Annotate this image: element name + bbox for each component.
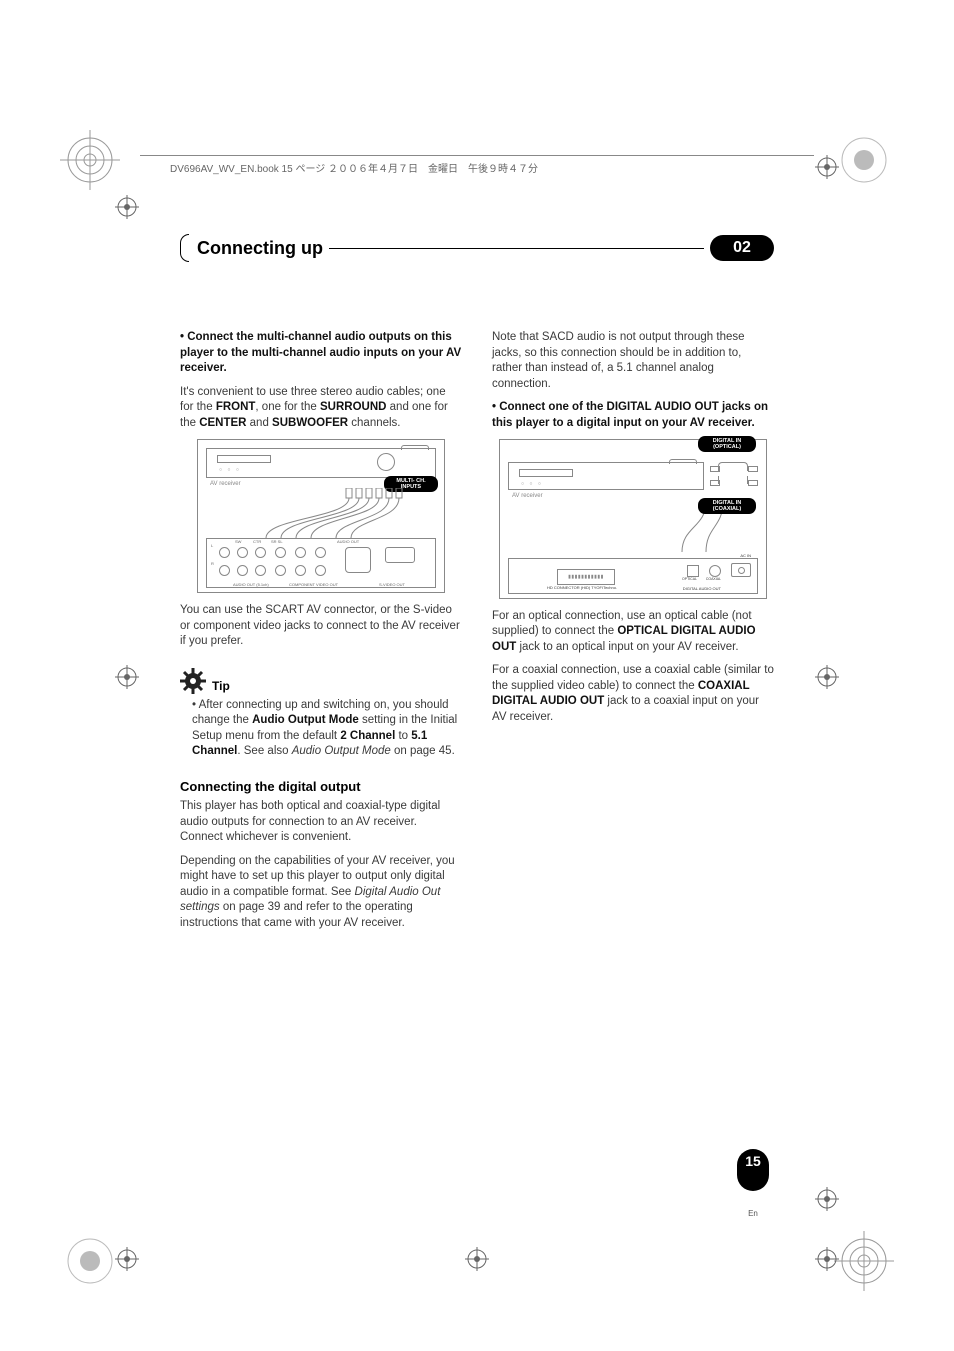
bullet-digital-out: • Connect one of the DIGITAL AUDIO OUT j… <box>492 400 774 431</box>
kw-audio-output-mode: Audio Output Mode <box>252 714 359 726</box>
player-back-panel: L R SW CTR SR SL AUDIO OUT AUDIO OUT (5.… <box>206 538 436 588</box>
tip-heading: Tip <box>180 668 462 694</box>
subheading-digital-output: Connecting the digital output <box>180 778 462 796</box>
digital-in-optical-label: DIGITAL IN (OPTICAL) <box>698 436 756 452</box>
label-r: R <box>211 561 214 566</box>
content-columns: • Connect the multi-channel audio output… <box>180 330 774 939</box>
registration-mark-icon <box>115 665 139 689</box>
label-l: L <box>211 543 213 548</box>
bullet-lead: • Connect the multi-channel audio output… <box>180 331 461 374</box>
crop-mark-icon <box>834 130 894 190</box>
chapter-number-badge: 02 <box>710 235 774 261</box>
diagram-digital: DIGITAL IN (OPTICAL) ○ ○ ○ AV receiver <box>499 439 767 599</box>
label-coaxial: COAXIAL <box>706 577 721 582</box>
kw-center: CENTER <box>199 417 246 429</box>
bullet-lead: • Connect one of the DIGITAL AUDIO OUT j… <box>492 401 768 429</box>
registration-mark-icon <box>115 1247 139 1271</box>
crop-mark-icon <box>60 130 120 190</box>
diagram-multichannel: ○ ○ ○ AV receiver MULTI- CH. INPUTS <box>197 439 445 593</box>
label-sw: SW <box>235 539 241 544</box>
kw-front: FRONT <box>216 401 256 413</box>
ac-in-icon <box>731 563 751 577</box>
label-hdmi: HD CONNECTOR (HID) TYOFITechno. <box>547 585 617 590</box>
coaxial-note: For a coaxial connection, use a coaxial … <box>492 663 774 725</box>
header-filestamp: DV696AV_WV_EN.book 15 ページ ２００６年４月７日 金曜日 … <box>170 160 538 175</box>
av-receiver-label: AV receiver <box>512 492 704 500</box>
registration-mark-icon <box>815 155 839 179</box>
chapter-rule <box>329 248 704 249</box>
left-column: • Connect the multi-channel audio output… <box>180 330 462 939</box>
crop-mark-icon <box>60 1231 120 1291</box>
kw-subwoofer: SUBWOOFER <box>272 417 348 429</box>
label-acin: AC IN <box>740 553 751 558</box>
text: on page 45. <box>391 745 455 757</box>
header-divider <box>140 155 814 156</box>
label-svideo: S-VIDEO OUT <box>379 582 405 587</box>
registration-mark-icon <box>815 1247 839 1271</box>
after-diagram-note: You can use the SCART AV connector, or t… <box>180 603 462 650</box>
label-optical: OPTICAL <box>682 577 697 582</box>
registration-mark-icon <box>815 1187 839 1211</box>
coaxial-jack-icon <box>709 565 721 577</box>
tip-label: Tip <box>212 678 230 694</box>
page-language: En <box>737 1209 769 1218</box>
registration-mark-icon <box>115 195 139 219</box>
text: . See also <box>237 745 291 757</box>
text: channels. <box>348 417 400 429</box>
page-number-badge: 15 En <box>737 1149 769 1191</box>
svideo-icon <box>385 547 415 563</box>
kw-surround: SURROUND <box>320 401 386 413</box>
crop-mark-icon <box>834 1231 894 1291</box>
chapter-header: Connecting up 02 <box>180 234 774 262</box>
page-number: 15 <box>737 1153 769 1169</box>
kw-2channel: 2 Channel <box>340 730 395 742</box>
label-ctr: CTR <box>253 539 261 544</box>
registration-mark-icon <box>815 665 839 689</box>
av-receiver-front: ○ ○ ○ <box>206 448 436 478</box>
label-sr-sl: SR SL <box>271 539 283 544</box>
optical-jack-icon <box>687 565 699 577</box>
digital-output-para1: This player has both optical and coaxial… <box>180 799 462 846</box>
label-digital-audio-out: DIGITAL AUDIO OUT <box>683 586 721 591</box>
digital-in-coaxial-label: DIGITAL IN (COAXIAL) <box>698 498 756 514</box>
label-component: COMPONENT VIDEO OUT <box>289 582 338 587</box>
text: , one for the <box>255 401 320 413</box>
digital-output-para2: Depending on the capabilities of your AV… <box>180 854 462 932</box>
av-receiver-front: ○ ○ ○ <box>508 462 704 490</box>
label-audioout: AUDIO OUT <box>337 539 359 544</box>
gear-icon <box>180 668 206 694</box>
hdmi-connector-icon: ▮▮▮▮▮▮▮▮▮▮▮ <box>557 569 615 585</box>
digital-input-block <box>710 462 758 502</box>
text: to <box>395 730 411 742</box>
player-back-panel: ▮▮▮▮▮▮▮▮▮▮▮ HD CONNECTOR (HID) TYOFITech… <box>508 558 758 594</box>
bullet-multichannel: • Connect the multi-channel audio output… <box>180 330 462 377</box>
cable-area <box>206 488 436 538</box>
tip-body: • After connecting up and switching on, … <box>180 698 462 760</box>
registration-mark-icon <box>465 1247 489 1271</box>
bullet-multichannel-body: It's convenient to use three stereo audi… <box>180 385 462 432</box>
label-51ch: AUDIO OUT (5.1ch) <box>233 582 269 587</box>
cables-icon <box>206 488 436 538</box>
scart-icon <box>345 547 371 573</box>
right-column: Note that SACD audio is not output throu… <box>492 330 774 939</box>
sacd-note: Note that SACD audio is not output throu… <box>492 330 774 392</box>
text: and <box>246 417 272 429</box>
ref-audio-output-mode: Audio Output Mode <box>292 745 391 757</box>
text: jack to an optical input on your AV rece… <box>516 641 738 653</box>
optical-note: For an optical connection, use an optica… <box>492 609 774 656</box>
chapter-bracket-icon <box>180 234 189 262</box>
chapter-title: Connecting up <box>189 238 323 259</box>
